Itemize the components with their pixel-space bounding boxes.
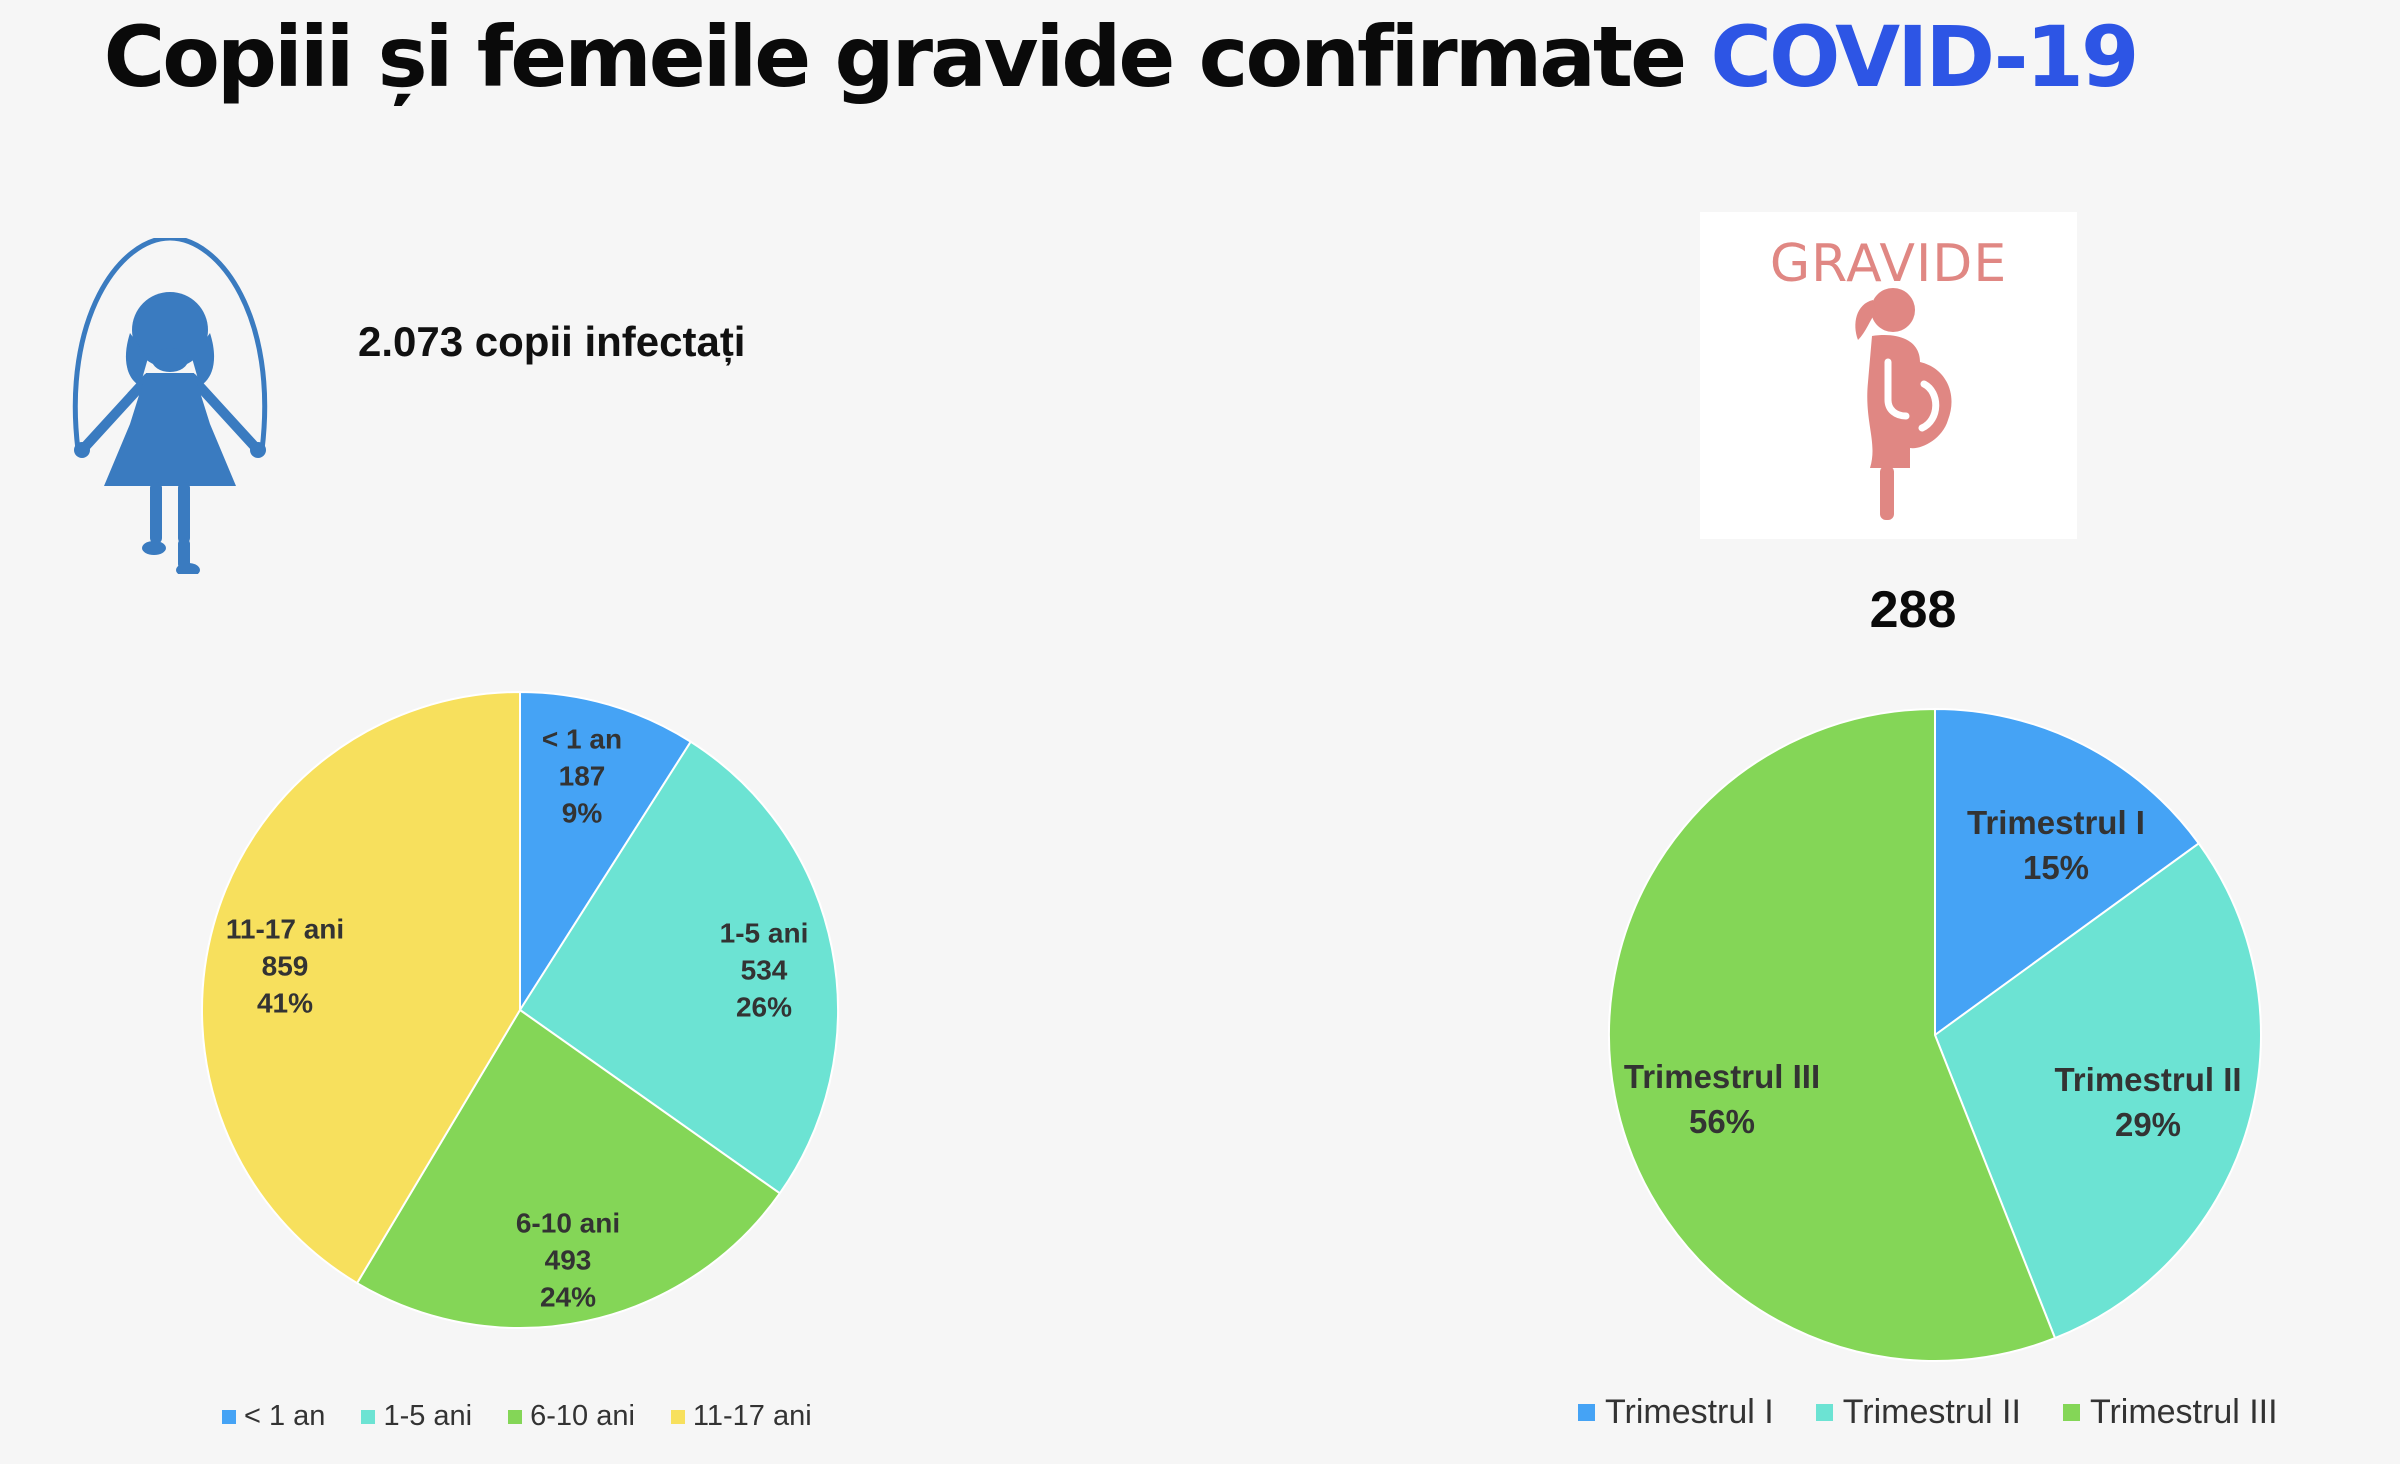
legend-item: < 1 an <box>222 1400 325 1433</box>
slice-category: Trimestrul I <box>1967 804 2145 841</box>
legend-label: < 1 an <box>244 1400 326 1432</box>
pie-slice-1-5-ani <box>518 740 839 1195</box>
legend-swatch <box>1578 1404 1595 1421</box>
girl-jump-rope-icon <box>72 238 268 574</box>
pregnant-total: 288 <box>1869 581 1957 639</box>
slice-category: 11-17 ani <box>225 913 345 945</box>
slice-label-6-10: 6-10 ani 493 24% <box>516 1205 620 1316</box>
slice-label-1-5: 1-5 ani 534 26% <box>720 915 809 1026</box>
slice-category: 6-10 ani <box>515 1207 621 1239</box>
legend-swatch <box>508 1409 523 1424</box>
slice-value: 859 <box>261 950 309 982</box>
pie-slice-trimestrul-ii <box>1933 841 2262 1340</box>
children-total-label: 2.073 copii infectați <box>358 318 746 365</box>
slice-label-trim1: Trimestrul I 15% <box>1967 800 2145 890</box>
slice-category: Trimestrul II <box>2054 1061 2242 1098</box>
title-accent: COVID-19 <box>1710 8 2139 106</box>
slice-percent: 15% <box>2022 849 2090 886</box>
legend-item: Trimestrul II <box>1815 1393 2021 1432</box>
children-legend: < 1 an 1-5 ani 6-10 ani 11-17 ani <box>222 1400 848 1433</box>
slice-percent: 26% <box>735 991 793 1023</box>
legend-swatch <box>1815 1404 1833 1421</box>
slice-label-11-17: 11-17 ani 859 41% <box>226 911 344 1022</box>
slice-percent: 56% <box>1688 1103 1756 1140</box>
slice-value: 493 <box>544 1244 592 1276</box>
legend-swatch <box>222 1409 236 1424</box>
pregnant-legend: Trimestrul I Trimestrul II Trimestrul II… <box>1578 1393 2320 1432</box>
children-age-pie-chart <box>201 690 839 1329</box>
slice-category: 1-5 ani <box>719 917 809 949</box>
legend-label: 11-17 ani <box>692 1400 812 1432</box>
slice-label-lt1: < 1 an 187 9% <box>542 721 622 832</box>
legend-item: Trimestrul I <box>1578 1393 1774 1432</box>
pregnant-woman-icon <box>1855 288 1952 520</box>
legend-label: Trimestrul I <box>1605 1393 1774 1431</box>
legend-item: 6-10 ani <box>508 1400 635 1433</box>
pie-slice-11-17-ani <box>201 690 521 1285</box>
slice-label-trim3: Trimestrul III 56% <box>1624 1054 1820 1144</box>
slice-category: < 1 an <box>541 723 623 755</box>
gravide-card: GRAVIDE <box>1700 212 2077 539</box>
legend-swatch <box>361 1409 376 1424</box>
pregnant-trimester-pie-chart <box>1608 707 2262 1362</box>
slice-value: 187 <box>558 760 606 792</box>
legend-item: 1-5 ani <box>361 1400 472 1433</box>
slice-value: 534 <box>740 954 788 986</box>
slice-label-trim2: Trimestrul II 29% <box>2054 1057 2241 1147</box>
legend-label: Trimestrul II <box>1842 1393 2021 1431</box>
slice-percent: 9% <box>561 797 603 829</box>
legend-label: 6-10 ani <box>530 1400 635 1432</box>
slice-category: Trimestrul III <box>1623 1058 1821 1095</box>
slice-percent: 41% <box>256 987 314 1019</box>
slice-percent: 24% <box>539 1281 597 1313</box>
legend-swatch <box>2062 1404 2080 1421</box>
title-main: Copiii și femeile gravide confirmate <box>103 8 1687 106</box>
pie-slice-trimestrul-iii <box>1608 707 2057 1362</box>
pie-slice-1-an <box>519 690 693 1014</box>
pie-slice-6-10-ani <box>355 1008 782 1329</box>
page-title: Copiii și femeile gravide confirmate COV… <box>0 8 2240 106</box>
legend-swatch <box>670 1409 685 1424</box>
legend-item: Trimestrul III <box>2062 1393 2278 1432</box>
pie-slice-trimestrul-i <box>1934 707 2201 1037</box>
legend-item: 11-17 ani <box>670 1400 812 1433</box>
slice-percent: 29% <box>2114 1106 2182 1143</box>
gravide-label: GRAVIDE <box>1769 234 2008 294</box>
legend-label: 1-5 ani <box>383 1400 473 1432</box>
legend-label: Trimestrul III <box>2089 1393 2278 1431</box>
